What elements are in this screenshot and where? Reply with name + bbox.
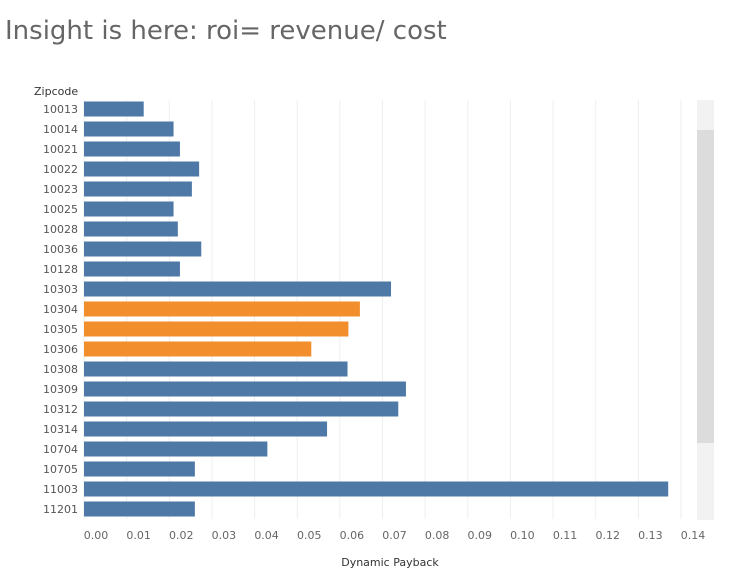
category-label: 10023: [43, 183, 78, 196]
category-label: 10306: [43, 343, 78, 356]
x-tick-label: 0.01: [126, 529, 151, 542]
category-label: 10021: [43, 143, 78, 156]
bar[interactable]: [84, 481, 669, 497]
bar[interactable]: [84, 221, 178, 237]
bar[interactable]: [84, 101, 144, 117]
category-label: 10312: [43, 403, 78, 416]
category-label: 11003: [43, 483, 78, 496]
x-tick-label: 0.08: [425, 529, 450, 542]
bar[interactable]: [84, 181, 192, 197]
bar[interactable]: [84, 501, 195, 517]
category-label: 10309: [43, 383, 78, 396]
category-label: 10304: [43, 303, 78, 316]
bar[interactable]: [84, 301, 360, 317]
bar[interactable]: [84, 341, 312, 357]
category-label: 11201: [43, 503, 78, 516]
x-tick-label: 0.12: [595, 529, 620, 542]
x-tick-label: 0.13: [638, 529, 663, 542]
category-label: 10013: [43, 103, 78, 116]
x-tick-label: 0.06: [340, 529, 365, 542]
bar[interactable]: [84, 421, 328, 437]
category-label: 10036: [43, 243, 78, 256]
x-axis-label: Dynamic Payback: [341, 556, 439, 569]
x-tick-label: 0.09: [468, 529, 493, 542]
bar[interactable]: [84, 401, 399, 417]
x-tick-label: 0.03: [212, 529, 237, 542]
bar[interactable]: [84, 441, 268, 457]
bar[interactable]: [84, 201, 174, 217]
category-label: 10704: [43, 443, 78, 456]
bar[interactable]: [84, 321, 349, 337]
bar[interactable]: [84, 141, 180, 157]
bar[interactable]: [84, 461, 195, 477]
x-tick-label: 0.05: [297, 529, 322, 542]
category-label: 10314: [43, 423, 78, 436]
x-tick-label: 0.04: [254, 529, 279, 542]
x-tick-label: 0.02: [169, 529, 194, 542]
bar[interactable]: [84, 121, 174, 137]
category-label: 10022: [43, 163, 78, 176]
category-label: 10705: [43, 463, 78, 476]
category-label: 10303: [43, 283, 78, 296]
category-label: 10028: [43, 223, 78, 236]
y-axis-label: Zipcode: [34, 85, 79, 98]
category-label: 10025: [43, 203, 78, 216]
x-tick-label: 0.00: [84, 529, 109, 542]
bar[interactable]: [84, 361, 348, 377]
x-tick-label: 0.07: [382, 529, 407, 542]
category-label: 10305: [43, 323, 78, 336]
bar[interactable]: [84, 381, 406, 397]
chart-title: Insight is here: roi= revenue/ cost: [5, 16, 447, 46]
scrollbar-thumb[interactable]: [697, 130, 714, 443]
x-tick-label: 0.14: [681, 529, 706, 542]
category-label: 10308: [43, 363, 78, 376]
bar[interactable]: [84, 161, 200, 177]
x-tick-label: 0.11: [553, 529, 578, 542]
bar[interactable]: [84, 281, 392, 297]
category-label: 10014: [43, 123, 78, 136]
category-label: 10128: [43, 263, 78, 276]
x-tick-label: 0.10: [510, 529, 535, 542]
bar[interactable]: [84, 261, 180, 277]
bar[interactable]: [84, 241, 202, 257]
